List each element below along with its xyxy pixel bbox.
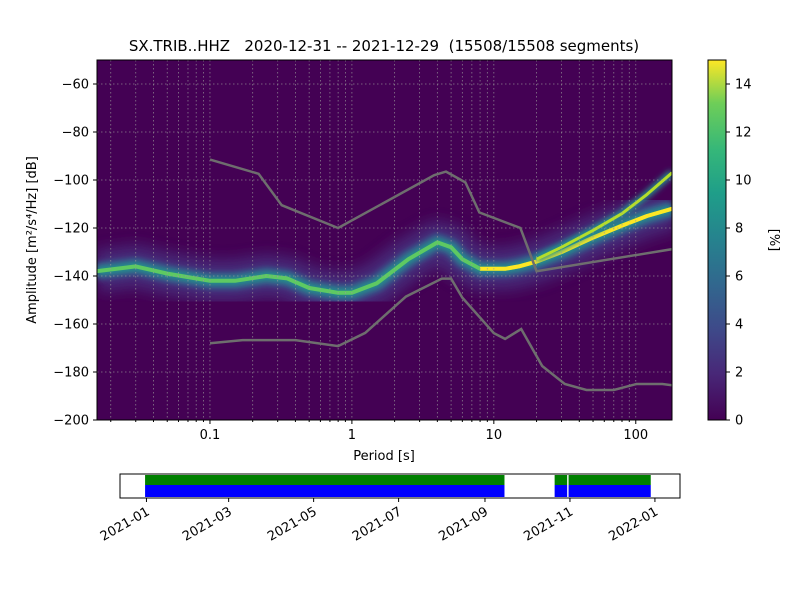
timeline-tick-label: 2022-01 — [606, 504, 661, 544]
colorbar — [707, 59, 727, 421]
psd-branch — [535, 171, 672, 261]
timeline-data-used — [554, 475, 568, 485]
timeline-bars — [145, 475, 651, 497]
colorbar-tick-label: 14 — [735, 78, 752, 93]
y-tick-label: −60 — [62, 78, 89, 93]
y-tick-label: −140 — [53, 270, 89, 285]
colorbar-axis: 0 2 4 6 8 10 12 14 — [726, 78, 752, 429]
colorbar-tick-label: 6 — [735, 270, 743, 285]
y-tick-label: −160 — [53, 318, 89, 333]
x-tick-label: 100 — [623, 428, 648, 443]
timeline-tick-label: 2021-01 — [98, 504, 153, 544]
y-tick-label: −200 — [53, 414, 89, 429]
colorbar-tick-label: 4 — [735, 318, 743, 333]
y-tick-label: −120 — [53, 222, 89, 237]
timeline-axis: 2021-01 2021-03 2021-05 2021-07 2021-09 2021-… — [98, 498, 661, 545]
timeline-data-used — [568, 475, 651, 485]
x-tick-label: 10 — [486, 428, 503, 443]
timeline-tick-label: 2021-11 — [521, 504, 576, 544]
chart-title: SX.TRIB..HHZ 2020-12-31 -- 2021-12-29 (1… — [129, 37, 639, 55]
timeline-coverage — [568, 485, 651, 497]
noise-model-high — [209, 158, 672, 273]
timeline-tick-label: 2021-07 — [350, 504, 405, 544]
colorbar-tick-label: 8 — [735, 222, 743, 237]
colorbar-tick-label: 0 — [735, 414, 743, 429]
timeline-tick-label: 2021-03 — [180, 504, 235, 544]
colorbar-tick-label: 12 — [735, 126, 752, 141]
x-tick-label: 1 — [348, 428, 356, 443]
axes: −60 −80 −100 −120 −140 −160 −180 −200 0.1 1 10 100 — [53, 78, 648, 444]
timeline-coverage — [554, 485, 568, 497]
timeline-tick-label: 2021-05 — [265, 504, 320, 544]
noise-model-low — [209, 277, 672, 392]
x-axis-label: Period [s] — [353, 449, 415, 464]
noise-models — [209, 158, 672, 392]
grid-lines — [97, 60, 672, 420]
timeline-coverage — [145, 485, 505, 497]
y-tick-label: −100 — [53, 174, 89, 189]
y-tick-label: −180 — [53, 366, 89, 381]
timeline-data-used — [145, 475, 505, 485]
colorbar-tick-label: 10 — [735, 174, 752, 189]
timeline-tick-label: 2021-09 — [436, 504, 491, 544]
y-tick-label: −80 — [62, 126, 89, 141]
x-tick-label: 0.1 — [200, 428, 221, 443]
colorbar-tick-label: 2 — [735, 366, 743, 381]
colorbar-label: [%] — [766, 229, 781, 252]
plot-frame — [96, 59, 673, 421]
y-axis-label: Amplitude [m²/s⁴/Hz] [dB] — [25, 156, 40, 324]
